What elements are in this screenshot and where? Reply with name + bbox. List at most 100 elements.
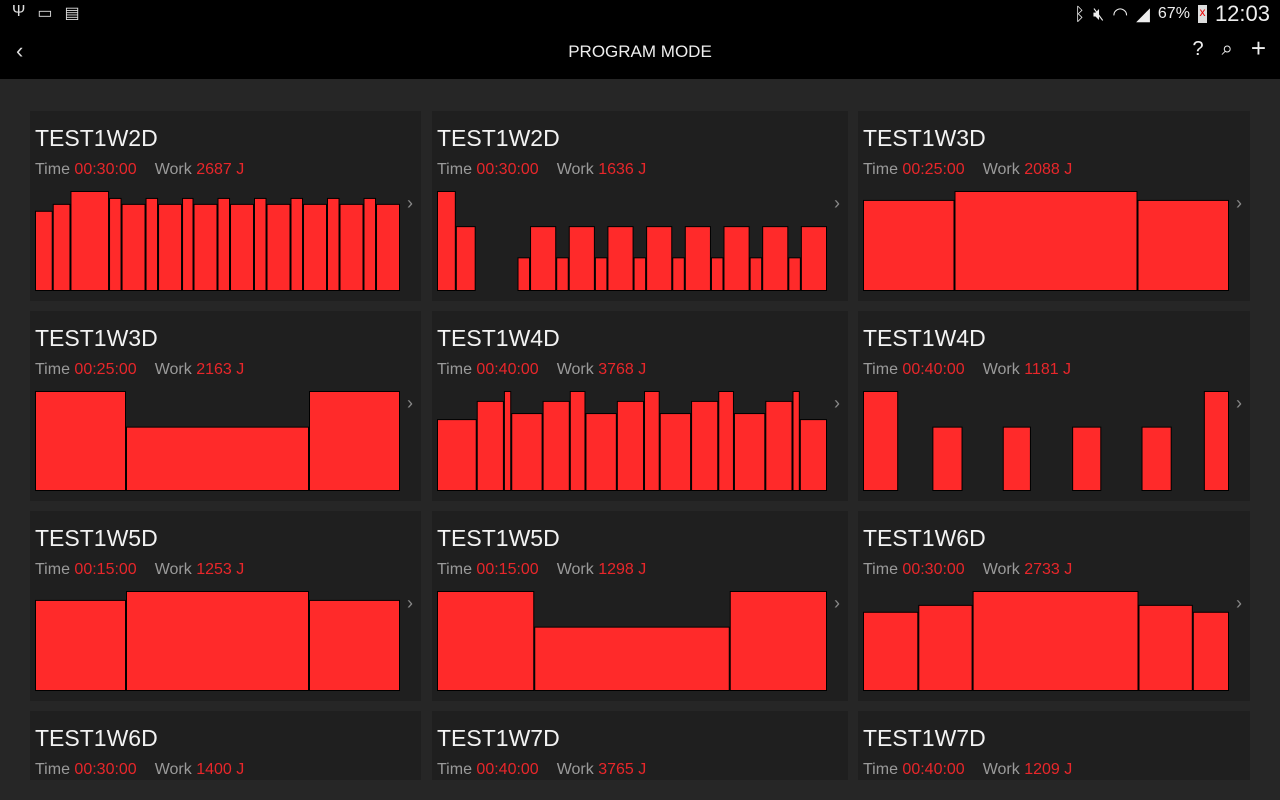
program-card[interactable]: TEST1W5D Time 00:15:00 Work 1298 J › [432,511,848,701]
program-name: TEST1W5D [35,525,158,551]
time-value: 00:40:00 [476,761,539,778]
interval-bar [863,391,899,491]
interval-bar [556,257,569,291]
program-card[interactable]: TEST1W2D Time 00:30:00 Work 1636 J › [432,111,848,301]
program-card[interactable]: TEST1W3D Time 00:25:00 Work 2163 J › [30,311,421,501]
program-name: TEST1W5D [437,525,560,551]
program-card[interactable]: TEST1W7D Time 00:40:00 Work 1209 J [858,711,1250,780]
interval-bar [290,197,304,291]
chevron-right-icon[interactable]: › [407,193,413,213]
interval-bar [455,226,476,291]
program-profile-chart [35,591,400,691]
work-value: 1253 J [196,561,245,578]
interval-bar [511,413,543,491]
interval-bar [530,226,557,291]
time-label: Time [437,161,472,178]
page-title: PROGRAM MODE [568,42,712,61]
work-value: 2687 J [196,161,245,178]
time-label: Time [35,561,70,578]
program-name: TEST1W2D [437,125,560,151]
work-value: 2088 J [1024,161,1073,178]
time-value: 00:15:00 [74,561,137,578]
program-card[interactable]: TEST1W4D Time 00:40:00 Work 1181 J › [858,311,1250,501]
interval-bar [1138,604,1193,691]
program-list: TEST1W2D Time 00:30:00 Work 2687 J › TEST1W… [0,80,1280,780]
interval-bar [762,226,789,291]
interval-bar [729,591,827,691]
plus-icon[interactable]: + [1250,33,1266,63]
program-meta: Time 00:30:00 Work 1400 J [35,761,244,779]
wifi-icon: ◠ [1112,3,1129,24]
usb-icon: Ψ [12,3,26,20]
search-icon[interactable]: ⌕ [1221,38,1233,60]
program-name: TEST1W4D [863,325,986,351]
program-name: TEST1W6D [863,525,986,551]
chevron-right-icon[interactable]: › [834,593,840,613]
program-card[interactable]: TEST1W3D Time 00:25:00 Work 2088 J › [858,111,1250,301]
chevron-right-icon[interactable]: › [1236,193,1242,213]
program-card[interactable]: TEST1W4D Time 00:40:00 Work 3768 J › [432,311,848,501]
interval-bar [723,226,750,291]
time-label: Time [863,561,898,578]
interval-bar [585,413,617,491]
interval-bar [109,197,122,291]
screen-cast-icon: ▭ [37,5,53,22]
program-meta: Time 00:40:00 Work 1209 J [863,761,1072,779]
interval-bar [616,400,645,491]
interval-bar [594,257,608,291]
interval-bar [158,203,183,291]
interval-bar [121,203,146,291]
time-value: 00:30:00 [74,761,137,778]
work-value: 3765 J [598,761,647,778]
interval-bar [1072,426,1102,491]
chevron-right-icon[interactable]: › [1236,593,1242,613]
program-card[interactable]: TEST1W5D Time 00:15:00 Work 1253 J › [30,511,421,701]
work-value: 1298 J [598,561,647,578]
interval-bar [35,210,53,291]
interval-bar [633,257,647,291]
interval-bar [568,226,595,291]
battery-icon: x [1197,5,1207,23]
interval-bar [607,226,634,291]
sim-off-icon: ▤ [64,5,80,22]
time-label: Time [437,361,472,378]
interval-bar [376,203,400,291]
time-label: Time [437,561,472,578]
program-meta: Time 00:30:00 Work 1636 J [437,161,646,179]
chevron-right-icon[interactable]: › [834,193,840,213]
program-card[interactable]: TEST1W6D Time 00:30:00 Work 2733 J › [858,511,1250,701]
interval-bar [684,226,711,291]
program-meta: Time 00:15:00 Work 1298 J [437,561,646,579]
work-value: 2733 J [1024,561,1073,578]
work-label: Work [556,561,594,578]
time-value: 00:25:00 [74,361,137,378]
program-card[interactable]: TEST1W7D Time 00:40:00 Work 3765 J [432,711,848,780]
program-profile-chart [863,591,1229,691]
chevron-right-icon[interactable]: › [1236,393,1242,413]
interval-bar [437,191,456,291]
interval-bar [230,203,254,291]
status-bar: Ψ ▭ ▤ ᛒ 🔇︎ ◠ ◢ 67% x 12:03 [0,0,1280,26]
work-label: Work [982,761,1020,778]
interval-bar [765,400,793,491]
time-label: Time [863,161,898,178]
work-value: 1636 J [598,161,647,178]
interval-bar [70,191,110,291]
signal-icon: ◢ [1136,3,1150,24]
chevron-right-icon[interactable]: › [407,593,413,613]
interval-bar [792,391,800,491]
interval-bar [1137,199,1229,291]
work-label: Work [556,161,594,178]
chevron-right-icon[interactable]: › [834,393,840,413]
work-value: 1209 J [1024,761,1073,778]
chevron-right-icon[interactable]: › [407,393,413,413]
program-card[interactable]: TEST1W6D Time 00:30:00 Work 1400 J [30,711,421,780]
program-meta: Time 00:30:00 Work 2687 J [35,161,244,179]
chevron-left-icon[interactable]: ‹ [16,38,24,63]
interval-bar [800,226,827,291]
interval-bar [718,391,734,491]
time-value: 00:25:00 [902,161,965,178]
help-icon[interactable]: ? [1192,38,1204,60]
program-card[interactable]: TEST1W2D Time 00:30:00 Work 2687 J › [30,111,421,301]
program-name: TEST1W3D [35,325,158,351]
